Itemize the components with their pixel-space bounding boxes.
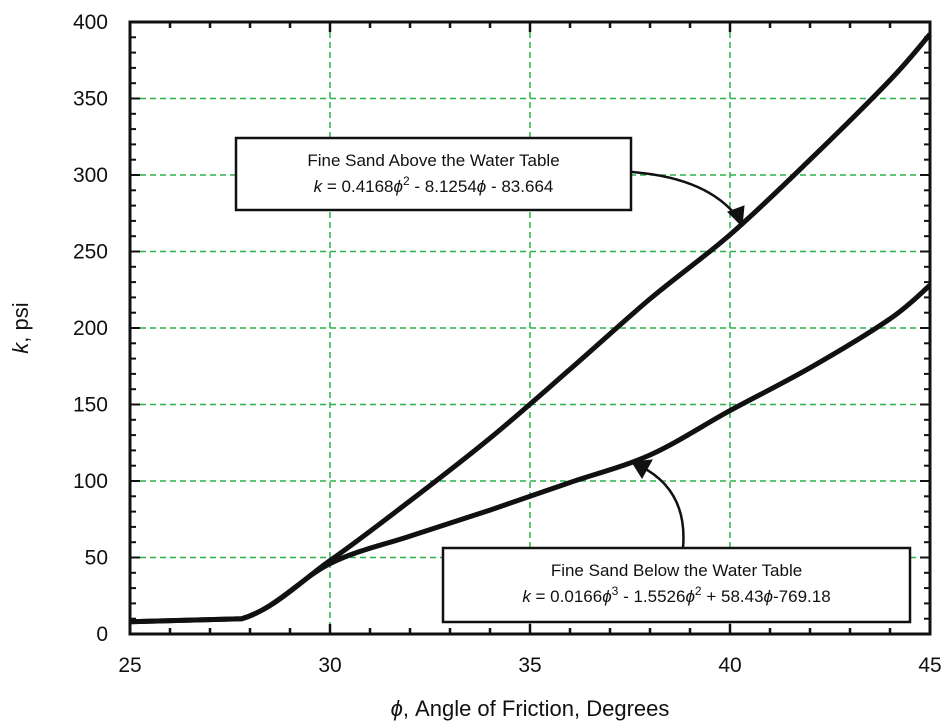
x-tick-label: 40: [718, 654, 741, 677]
annotation-equation: k = 0.0166ϕ3 - 1.5526ϕ2 + 58.43ϕ-769.18: [522, 584, 830, 606]
x-tick-label: 35: [518, 654, 541, 677]
y-tick-label: 350: [73, 88, 108, 111]
annotation-box: [441, 546, 912, 624]
x-axis-label: ϕ, Angle of Friction, Degrees: [391, 696, 670, 721]
y-tick-label: 0: [96, 623, 108, 646]
series-line-1: [129, 32, 932, 625]
arrow-head-below: [631, 459, 653, 479]
arrow-head-above: [727, 205, 745, 228]
y-tick-label: 250: [73, 241, 108, 264]
arrow-leader-below: [639, 464, 685, 549]
annotation-box: [234, 136, 633, 212]
y-tick-label: 200: [73, 317, 108, 340]
y-tick-label: 100: [73, 470, 108, 493]
annotation-above: Fine Sand Above the Water Table k = 0.416…: [234, 136, 633, 212]
x-tick-label: 45: [918, 654, 941, 677]
grid: [130, 22, 930, 634]
series-layer: [129, 32, 932, 625]
series-line-2: [129, 283, 932, 625]
y-tick-label: 400: [73, 11, 108, 34]
annotation-title: Fine Sand Above the Water Table: [307, 151, 559, 170]
annotation-equation: k = 0.4168ϕ2 - 8.1254ϕ - 83.664: [314, 174, 554, 196]
annotation-title: Fine Sand Below the Water Table: [551, 561, 802, 580]
y-tick-label: 150: [73, 394, 108, 417]
ticks: 25 30 35 40 45 0 50 100 150 200 250 300 350 400: [73, 11, 942, 677]
arrow-leader-above: [631, 170, 739, 219]
annotations: Fine Sand Above the Water Table k = 0.416…: [234, 136, 912, 624]
y-axis-label: k, psi: [8, 302, 33, 353]
annotation-below: Fine Sand Below the Water Table k = 0.016…: [441, 546, 912, 624]
x-tick-label: 25: [118, 654, 141, 677]
y-tick-label: 300: [73, 164, 108, 187]
y-tick-label: 50: [85, 547, 108, 570]
x-tick-label: 30: [318, 654, 341, 677]
